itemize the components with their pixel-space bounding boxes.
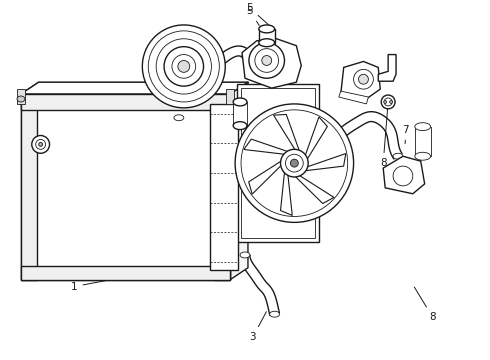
Text: 5: 5: [246, 6, 259, 26]
Polygon shape: [230, 82, 248, 280]
Polygon shape: [17, 89, 25, 104]
Polygon shape: [237, 84, 319, 242]
Polygon shape: [294, 175, 334, 203]
Polygon shape: [415, 127, 431, 156]
Polygon shape: [233, 102, 247, 126]
Circle shape: [384, 98, 392, 106]
Ellipse shape: [259, 39, 274, 47]
Polygon shape: [210, 104, 238, 270]
Circle shape: [39, 143, 43, 147]
Circle shape: [148, 31, 220, 102]
Ellipse shape: [17, 96, 25, 102]
Polygon shape: [215, 94, 230, 280]
Text: 6: 6: [410, 159, 421, 181]
Circle shape: [172, 55, 196, 78]
Ellipse shape: [233, 98, 247, 106]
Text: 11: 11: [230, 99, 254, 166]
Circle shape: [286, 154, 303, 172]
Circle shape: [156, 39, 212, 94]
Ellipse shape: [415, 152, 431, 160]
Circle shape: [359, 74, 368, 84]
Circle shape: [164, 47, 203, 86]
Ellipse shape: [415, 123, 431, 131]
Circle shape: [281, 149, 308, 177]
Polygon shape: [378, 55, 396, 81]
Polygon shape: [21, 94, 230, 280]
Ellipse shape: [270, 311, 280, 317]
Polygon shape: [21, 82, 248, 94]
Circle shape: [255, 49, 278, 72]
Ellipse shape: [174, 115, 184, 121]
Circle shape: [291, 159, 298, 167]
Text: 1: 1: [71, 278, 119, 292]
Polygon shape: [244, 139, 290, 154]
Text: 3: 3: [249, 312, 267, 342]
Ellipse shape: [233, 122, 247, 130]
Polygon shape: [249, 160, 283, 194]
Circle shape: [384, 100, 387, 103]
Polygon shape: [341, 62, 380, 101]
Text: 8: 8: [414, 287, 436, 322]
Ellipse shape: [393, 153, 403, 159]
Text: 5: 5: [246, 3, 275, 31]
Circle shape: [381, 95, 395, 109]
Polygon shape: [21, 94, 37, 280]
Polygon shape: [273, 114, 300, 153]
Ellipse shape: [259, 25, 274, 33]
Circle shape: [142, 25, 225, 108]
Polygon shape: [242, 39, 301, 88]
Circle shape: [241, 110, 348, 216]
Text: 4: 4: [215, 129, 236, 183]
Circle shape: [262, 55, 271, 66]
Polygon shape: [21, 94, 230, 110]
Circle shape: [390, 100, 392, 103]
Polygon shape: [21, 266, 230, 280]
Polygon shape: [226, 89, 234, 104]
Text: 7: 7: [403, 125, 409, 144]
Circle shape: [32, 135, 49, 153]
Polygon shape: [280, 170, 292, 215]
Polygon shape: [383, 156, 425, 194]
Polygon shape: [339, 91, 368, 104]
Text: 9: 9: [296, 109, 310, 158]
Circle shape: [235, 104, 354, 222]
Circle shape: [393, 166, 413, 186]
Ellipse shape: [314, 148, 324, 154]
Polygon shape: [241, 88, 315, 238]
Ellipse shape: [242, 53, 252, 59]
Circle shape: [354, 69, 373, 89]
Polygon shape: [259, 29, 274, 43]
Text: 2: 2: [27, 134, 41, 144]
Circle shape: [36, 139, 46, 149]
Polygon shape: [305, 117, 327, 161]
Text: 8: 8: [380, 105, 388, 168]
Text: 10: 10: [154, 96, 174, 120]
Ellipse shape: [240, 252, 250, 258]
Polygon shape: [303, 154, 346, 171]
Circle shape: [249, 43, 285, 78]
Circle shape: [178, 60, 190, 72]
